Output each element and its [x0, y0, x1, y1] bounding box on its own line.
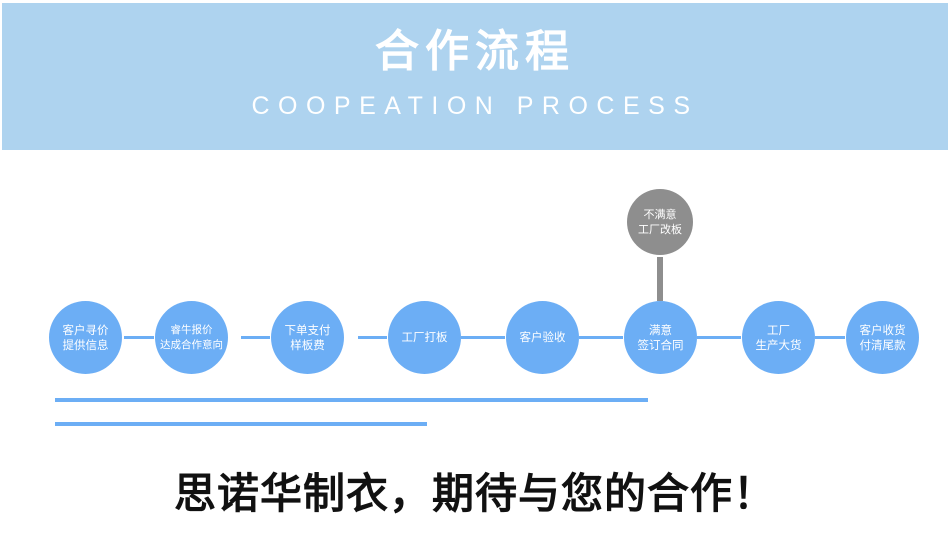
flow-node-step-3-line2: 样板费	[290, 337, 325, 352]
connector-5-6	[579, 336, 623, 339]
flow-node-step-3[interactable]: 下单支付 样板费	[271, 301, 344, 374]
accent-bar-upper	[55, 398, 648, 402]
flow-node-step-1[interactable]: 客户寻价 提供信息	[49, 301, 122, 374]
process-flow-diagram: 不满意 工厂改板 客户寻价 提供信息 睿牛报价 达成合作意向 下单支付 样板费 …	[0, 150, 950, 450]
page-title: 合作流程	[375, 26, 575, 77]
connector-2-3	[241, 336, 270, 339]
flow-node-step-8-line1: 客户收货	[859, 322, 906, 337]
connector-4-5	[461, 336, 505, 339]
flow-node-step-4-line1: 工厂打板	[401, 330, 448, 344]
footer-slogan: 思诺华制衣，期待与您的合作！	[173, 469, 776, 518]
connector-1-2	[124, 336, 154, 339]
flow-node-step-7[interactable]: 工厂 生产大货	[742, 301, 815, 374]
flow-node-step-1-line1: 客户寻价	[62, 322, 109, 337]
flow-node-step-6-line1: 满意	[649, 322, 672, 337]
flow-node-step-6[interactable]: 满意 签订合同	[624, 301, 697, 374]
flow-node-step-6-line2: 签订合同	[637, 337, 684, 352]
flow-node-step-1-line2: 提供信息	[62, 337, 109, 352]
flow-node-step-5[interactable]: 客户验收	[506, 301, 579, 374]
flow-node-unsatisfied-line2: 工厂改板	[638, 223, 682, 236]
connector-3-4	[358, 336, 387, 339]
flow-node-unsatisfied-line1: 不满意	[643, 208, 677, 221]
flow-node-step-3-line1: 下单支付	[284, 322, 331, 337]
connector-6-7	[697, 336, 741, 339]
flow-node-step-4[interactable]: 工厂打板	[388, 301, 461, 374]
flow-node-step-5-line1: 客户验收	[519, 330, 566, 344]
flow-node-step-8[interactable]: 客户收货 付清尾款	[846, 301, 919, 374]
connector-7-8	[815, 336, 845, 339]
flow-node-unsatisfied[interactable]: 不满意 工厂改板	[627, 189, 693, 255]
flow-node-step-2-line2: 达成合作意向	[160, 338, 223, 351]
page-subtitle: COOPEATION PROCESS	[251, 92, 699, 120]
header-band: 合作流程 COOPEATION PROCESS	[2, 3, 948, 150]
accent-bar-lower	[55, 422, 427, 426]
branch-connector	[657, 257, 663, 301]
flow-node-step-2[interactable]: 睿牛报价 达成合作意向	[155, 301, 228, 374]
flow-node-step-7-line1: 工厂	[767, 322, 790, 337]
flow-node-step-7-line2: 生产大货	[755, 337, 802, 352]
flow-node-step-2-line1: 睿牛报价	[170, 323, 213, 336]
flow-node-step-8-line2: 付清尾款	[859, 337, 906, 352]
